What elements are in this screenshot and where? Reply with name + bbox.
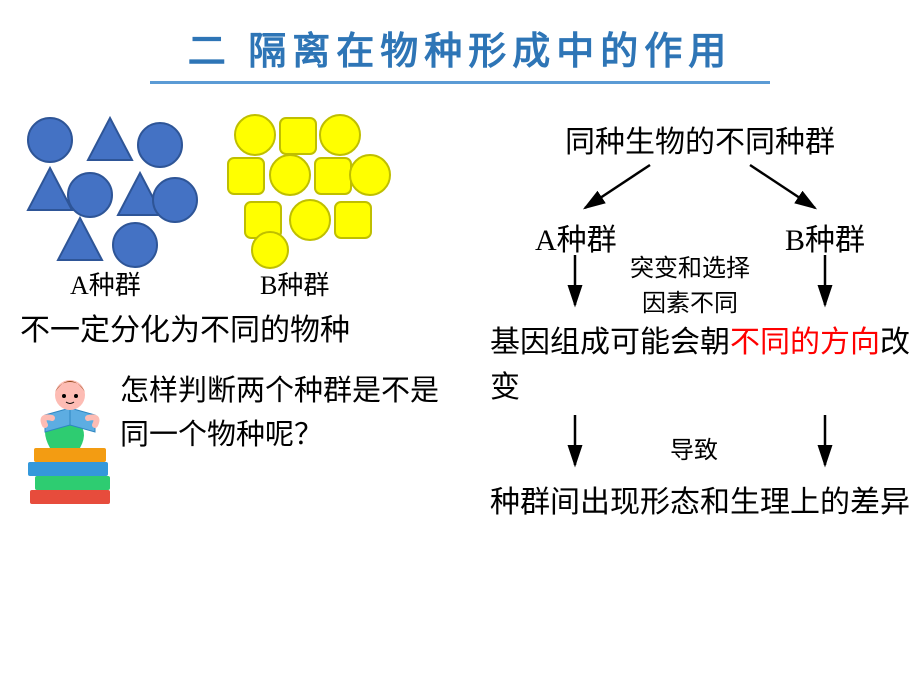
down-arrows-1: [490, 250, 910, 320]
right-top-text: 同种生物的不同种群: [490, 120, 910, 165]
result-text: 种群间出现形态和生理上的差异: [490, 480, 910, 525]
question-text: 怎样判断两个种群是不是同一个物种呢？: [120, 370, 460, 457]
populations-illustration: A种群 B种群: [20, 110, 440, 290]
shapes-svg: [20, 110, 440, 290]
page-title: 二 隔离在物种形成中的作用: [150, 20, 770, 75]
left-description: 不一定分化为不同的物种: [20, 305, 350, 349]
label-b: B种群: [260, 265, 329, 302]
right-flow: 同种生物的不同种群 A种群 B种群 突变和选择 因素不同 基因组成可能会朝不同的…: [490, 120, 910, 165]
title-underline: [150, 81, 770, 84]
split-arrows: [490, 160, 910, 220]
child-reading-icon: [20, 360, 130, 520]
gene-prefix: 基因组成可能会朝: [490, 326, 730, 359]
cause-text: 导致: [670, 430, 718, 465]
gene-change-text: 基因组成可能会朝不同的方向改变: [490, 320, 910, 410]
title-block: 二 隔离在物种形成中的作用: [150, 20, 770, 84]
gene-red: 不同的方向: [730, 326, 880, 359]
label-a: A种群: [70, 265, 141, 302]
